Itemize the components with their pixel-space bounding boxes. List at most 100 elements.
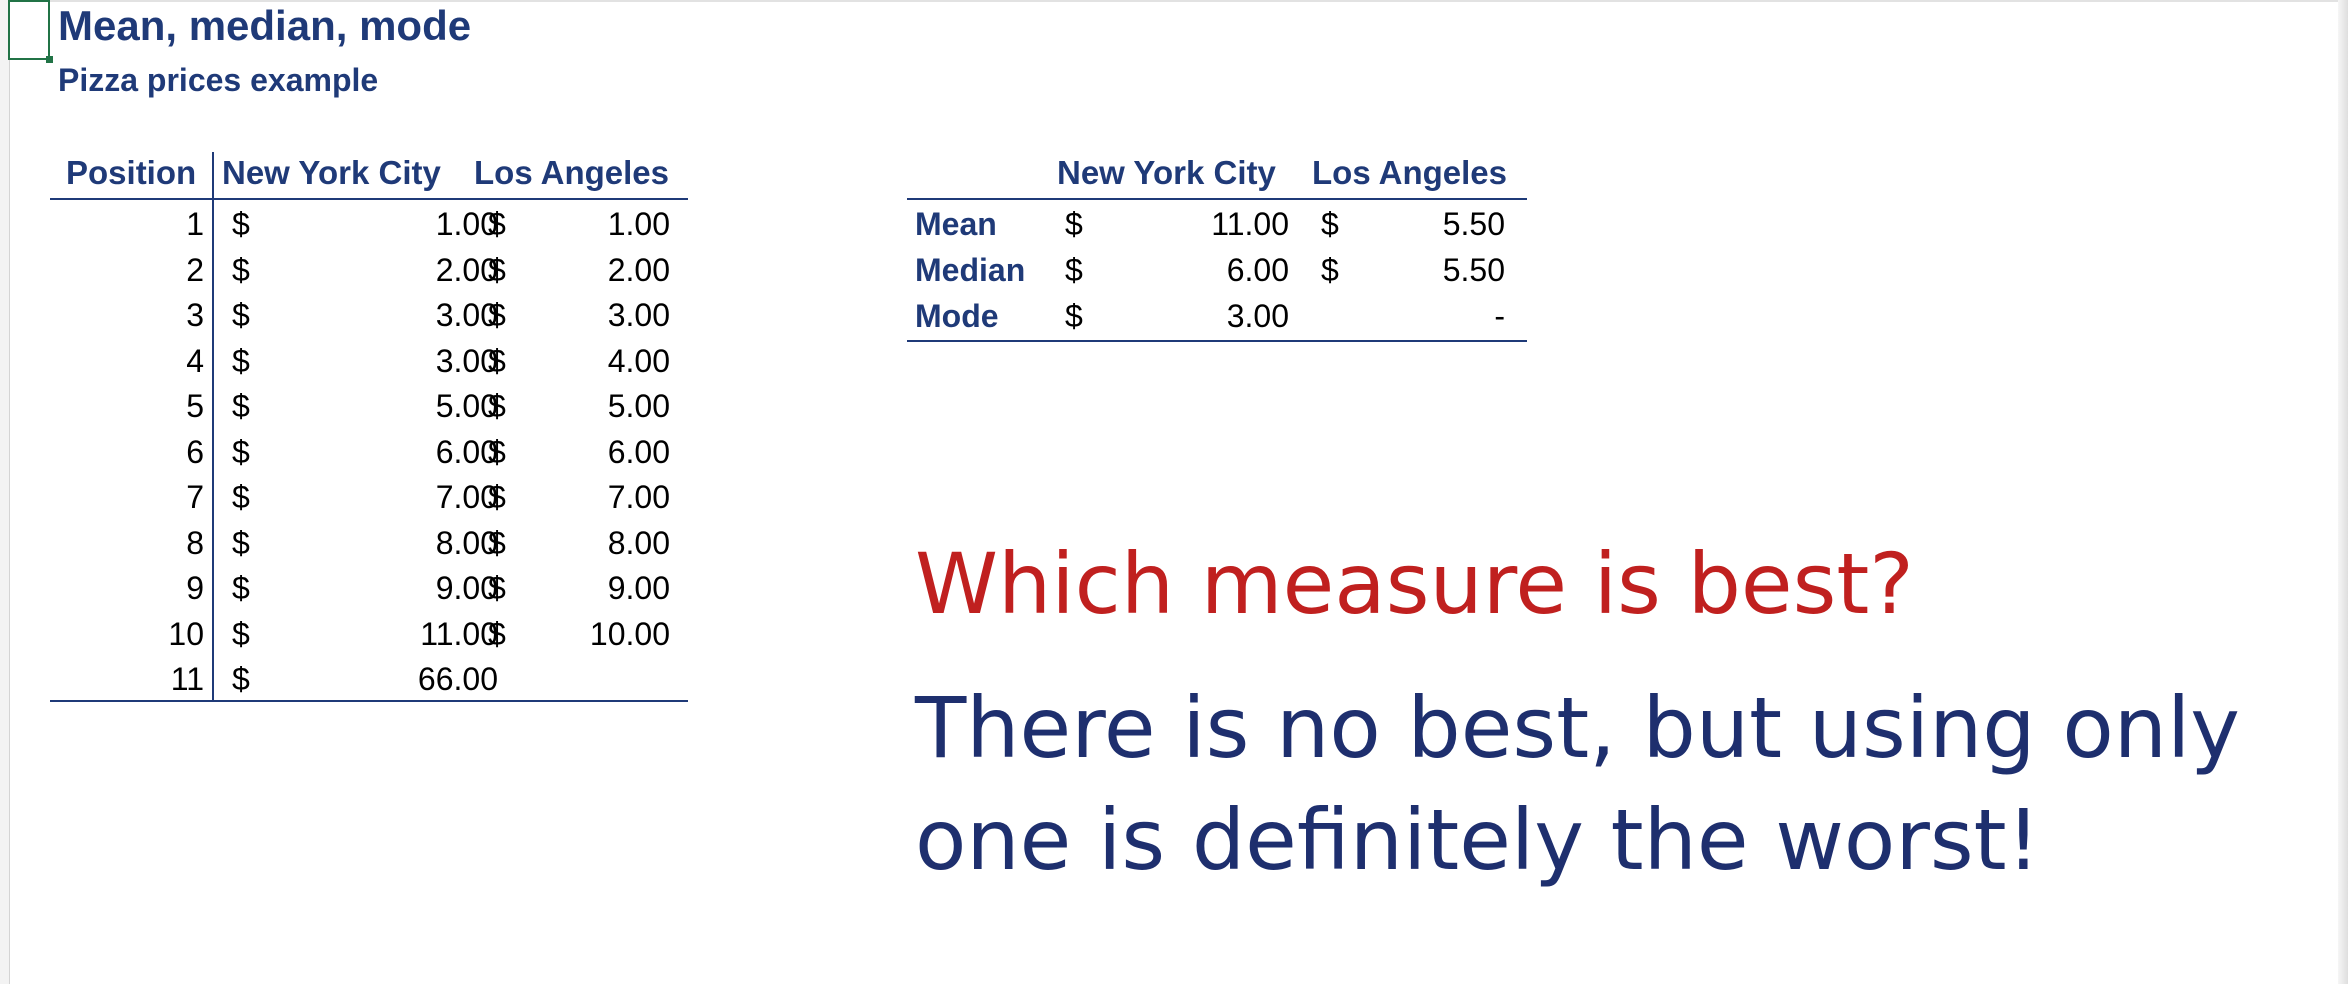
question-text: Which measure is best? bbox=[915, 535, 1914, 633]
nyc-currency-cell[interactable]: $ bbox=[232, 388, 250, 424]
header-position[interactable]: Position bbox=[66, 154, 197, 191]
summary-row: Median $6.00 $5.50 bbox=[907, 246, 1527, 292]
table-row: 9 $9.00 $9.00 bbox=[50, 564, 688, 610]
nyc-price-cell[interactable]: 3.00 bbox=[435, 297, 498, 333]
summary-label-cell[interactable]: Median bbox=[915, 252, 1026, 288]
nyc-currency-cell[interactable]: $ bbox=[232, 433, 250, 470]
position-cell[interactable]: 10 bbox=[168, 615, 204, 652]
table-row: 10 $11.00 $10.00 bbox=[50, 610, 688, 656]
la-currency-cell[interactable]: $ bbox=[488, 524, 506, 561]
summary-la-currency-cell[interactable]: $ bbox=[1321, 252, 1339, 288]
summary-table-bottom-border bbox=[907, 340, 1527, 342]
la-currency-cell[interactable]: $ bbox=[488, 206, 506, 242]
summary-row: Mean $11.00 $5.50 bbox=[907, 200, 1527, 246]
active-cell-selection[interactable] bbox=[8, 0, 53, 63]
la-price-cell[interactable]: 6.00 bbox=[607, 433, 670, 470]
la-price-cell[interactable]: 8.00 bbox=[607, 524, 670, 561]
la-currency-cell[interactable]: $ bbox=[488, 342, 506, 379]
summary-nyc-value-cell[interactable]: 11.00 bbox=[1211, 206, 1289, 242]
summary-nyc-value-cell[interactable]: 6.00 bbox=[1226, 252, 1289, 288]
summary-label-cell[interactable]: Mean bbox=[915, 206, 997, 242]
la-price-cell[interactable]: 7.00 bbox=[607, 479, 670, 515]
table-row: 4 $3.00 $4.00 bbox=[50, 337, 688, 383]
summary-la-currency-cell[interactable]: $ bbox=[1321, 206, 1339, 242]
nyc-currency-cell[interactable]: $ bbox=[232, 570, 250, 606]
position-cell[interactable]: 9 bbox=[186, 570, 204, 606]
nyc-currency-cell[interactable]: $ bbox=[232, 251, 250, 288]
summary-header-new-york-city[interactable]: New York City bbox=[1057, 154, 1276, 191]
la-price-cell[interactable]: 3.00 bbox=[607, 297, 670, 333]
summary-table-header: New York City Los Angeles bbox=[907, 150, 1527, 200]
summary-nyc-currency-cell[interactable]: $ bbox=[1065, 252, 1083, 288]
nyc-price-cell[interactable]: 8.00 bbox=[435, 524, 498, 561]
summary-la-value-cell[interactable]: 5.50 bbox=[1442, 206, 1505, 242]
la-price-cell[interactable]: 9.00 bbox=[607, 570, 670, 606]
summary-table-body: Mean $11.00 $5.50 Median $6.00 $5.50 Mode $3.00… bbox=[907, 200, 1527, 338]
nyc-price-cell[interactable]: 1.00 bbox=[435, 206, 498, 242]
summary-nyc-currency-cell[interactable]: $ bbox=[1065, 298, 1083, 334]
nyc-price-cell[interactable]: 5.00 bbox=[435, 388, 498, 424]
table-row: 11 $66.00 bbox=[50, 655, 688, 701]
la-price-cell[interactable]: 10.00 bbox=[589, 615, 670, 652]
position-cell[interactable]: 11 bbox=[170, 661, 204, 697]
nyc-price-cell[interactable]: 6.00 bbox=[435, 433, 498, 470]
table-row: 3 $3.00 $3.00 bbox=[50, 291, 688, 337]
prices-table-header: Position New York City Los Angeles bbox=[50, 150, 688, 200]
la-currency-cell[interactable]: $ bbox=[488, 570, 506, 606]
row-header-gutter bbox=[0, 0, 10, 984]
summary-la-value-cell[interactable]: - bbox=[1494, 298, 1505, 334]
prices-table-bottom-border bbox=[50, 700, 688, 702]
la-currency-cell[interactable]: $ bbox=[488, 388, 506, 424]
nyc-price-cell[interactable]: 11.00 bbox=[420, 615, 498, 652]
position-cell[interactable]: 3 bbox=[186, 297, 204, 333]
nyc-price-cell[interactable]: 7.00 bbox=[435, 479, 498, 515]
summary-label-cell[interactable]: Mode bbox=[915, 298, 999, 334]
table-row: 6 $6.00 $6.00 bbox=[50, 428, 688, 474]
summary-table: New York City Los Angeles Mean $11.00 $5.5… bbox=[907, 150, 1527, 338]
nyc-currency-cell[interactable]: $ bbox=[232, 661, 250, 697]
nyc-price-cell[interactable]: 9.00 bbox=[435, 570, 498, 606]
position-cell[interactable]: 2 bbox=[186, 251, 204, 288]
nyc-currency-cell[interactable]: $ bbox=[232, 297, 250, 333]
table-row: 5 $5.00 $5.00 bbox=[50, 382, 688, 428]
nyc-currency-cell[interactable]: $ bbox=[232, 479, 250, 515]
position-cell[interactable]: 1 bbox=[186, 206, 204, 242]
summary-header-los-angeles[interactable]: Los Angeles bbox=[1312, 154, 1507, 191]
answer-text: There is no best, but using only one is … bbox=[915, 679, 2241, 889]
position-column-divider bbox=[212, 152, 214, 702]
position-cell[interactable]: 5 bbox=[186, 388, 204, 424]
prices-table-body: 1 $1.00 $1.00 2 $2.00 $2.00 3 $3.00 $3.00 4 $3.00 $… bbox=[50, 200, 688, 701]
la-currency-cell[interactable]: $ bbox=[488, 479, 506, 515]
table-row: 1 $1.00 $1.00 bbox=[50, 200, 688, 246]
summary-nyc-currency-cell[interactable]: $ bbox=[1065, 206, 1083, 242]
la-currency-cell[interactable]: $ bbox=[488, 615, 506, 652]
nyc-currency-cell[interactable]: $ bbox=[232, 524, 250, 561]
position-cell[interactable]: 8 bbox=[186, 524, 204, 561]
nyc-price-cell[interactable]: 3.00 bbox=[435, 342, 498, 379]
la-currency-cell[interactable]: $ bbox=[488, 297, 506, 333]
la-price-cell[interactable]: 1.00 bbox=[607, 206, 670, 242]
summary-row: Mode $3.00 - bbox=[907, 292, 1527, 338]
prices-table: Position New York City Los Angeles 1 $1.0… bbox=[50, 150, 688, 701]
la-price-cell[interactable]: 2.00 bbox=[607, 251, 670, 288]
sheet-title[interactable]: Mean, median, mode bbox=[58, 2, 472, 49]
nyc-price-cell[interactable]: 66.00 bbox=[417, 661, 498, 697]
header-new-york-city[interactable]: New York City bbox=[222, 154, 441, 191]
position-cell[interactable]: 4 bbox=[186, 342, 204, 379]
position-cell[interactable]: 7 bbox=[186, 479, 204, 515]
nyc-currency-cell[interactable]: $ bbox=[232, 615, 250, 652]
la-price-cell[interactable]: 4.00 bbox=[607, 342, 670, 379]
position-cell[interactable]: 6 bbox=[186, 433, 204, 470]
nyc-currency-cell[interactable]: $ bbox=[232, 342, 250, 379]
la-currency-cell[interactable]: $ bbox=[488, 251, 506, 288]
la-price-cell[interactable]: 5.00 bbox=[607, 388, 670, 424]
summary-nyc-value-cell[interactable]: 3.00 bbox=[1226, 298, 1289, 334]
summary-la-value-cell[interactable]: 5.50 bbox=[1442, 252, 1505, 288]
nyc-price-cell[interactable]: 2.00 bbox=[435, 251, 498, 288]
header-los-angeles[interactable]: Los Angeles bbox=[474, 154, 669, 191]
la-currency-cell[interactable]: $ bbox=[488, 433, 506, 470]
sheet-subtitle[interactable]: Pizza prices example bbox=[58, 62, 379, 98]
table-row: 8 $8.00 $8.00 bbox=[50, 519, 688, 565]
nyc-currency-cell[interactable]: $ bbox=[232, 206, 250, 242]
sheet-right-edge bbox=[2338, 0, 2348, 984]
